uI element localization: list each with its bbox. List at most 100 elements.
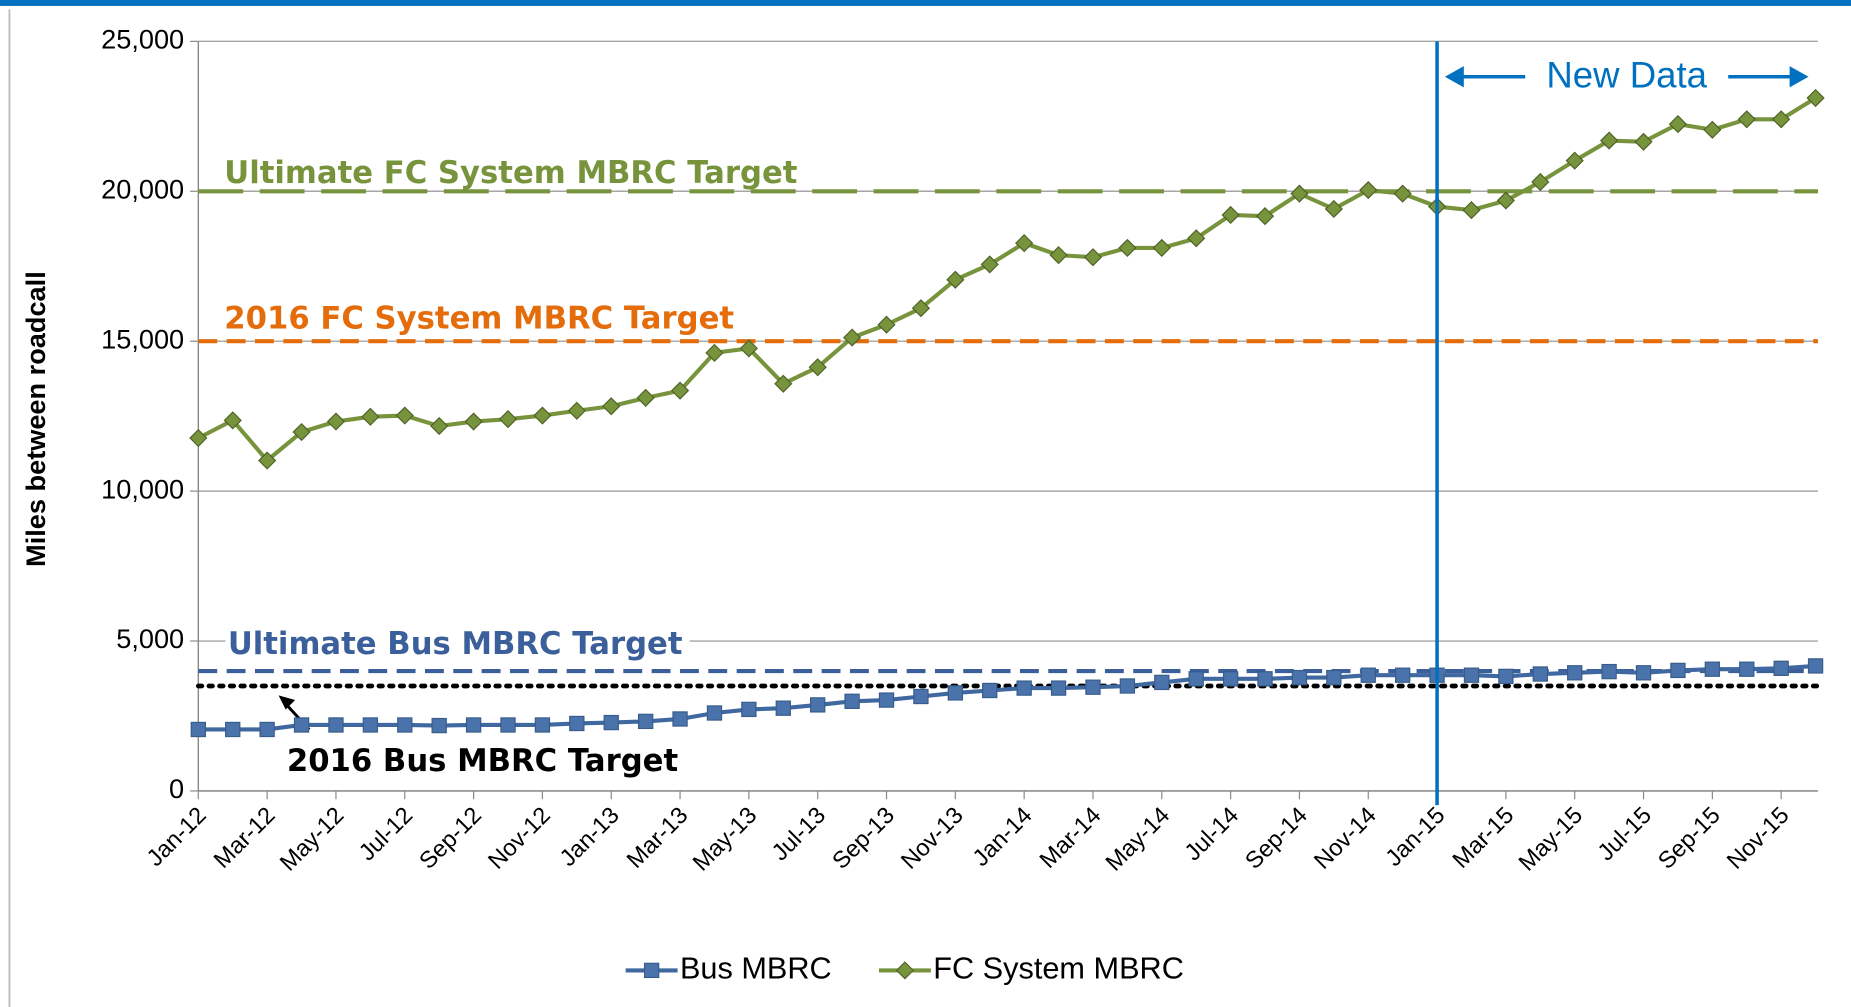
y-tick-label: 20,000 [101, 173, 184, 204]
marker [1187, 229, 1206, 248]
marker [567, 401, 586, 420]
x-tick-label: Sep-12 [415, 802, 487, 874]
marker [877, 315, 896, 334]
marker [465, 717, 482, 733]
marker [362, 717, 379, 733]
x-tick-label: Jan-15 [1381, 802, 1450, 871]
x-tick-label: May-12 [275, 802, 349, 876]
marker [774, 374, 793, 393]
x-tick-label: May-14 [1101, 802, 1175, 876]
marker [1600, 131, 1619, 150]
marker [1290, 184, 1309, 203]
marker [878, 692, 895, 708]
legend-label: FC System MBRC [933, 950, 1184, 985]
y-tick-label: 10,000 [101, 473, 184, 504]
marker [397, 717, 413, 733]
marker [1704, 661, 1721, 677]
series-line [197, 96, 1817, 464]
x-tick-label: Sep-14 [1241, 802, 1313, 874]
marker [1085, 679, 1101, 695]
marker [913, 688, 929, 705]
marker [1806, 88, 1825, 108]
marker [810, 697, 826, 713]
marker [637, 713, 654, 730]
target-label: Ultimate FC System MBRC Target [224, 156, 797, 191]
marker [328, 717, 344, 733]
arrowhead [1444, 66, 1464, 88]
marker [1567, 665, 1583, 681]
x-tick-label: Mar-12 [209, 802, 280, 873]
marker [1049, 246, 1068, 265]
marker [1463, 667, 1480, 683]
x-tick-label: Nov-14 [1309, 802, 1381, 874]
x-tick-label: May-13 [688, 802, 762, 876]
marker [1152, 238, 1171, 258]
y-tick-label: 25,000 [101, 24, 184, 55]
marker [1496, 191, 1515, 210]
marker [225, 721, 241, 738]
x-tick-label: Jul-13 [767, 802, 831, 866]
x-tick-label: Nov-15 [1722, 802, 1794, 874]
marker [430, 416, 449, 436]
marker [223, 411, 242, 430]
marker [1601, 663, 1617, 680]
marker [1739, 661, 1755, 677]
marker [1772, 110, 1791, 129]
marker [498, 410, 518, 429]
marker [293, 717, 310, 733]
marker [1668, 114, 1688, 134]
y-tick-label: 15,000 [101, 323, 184, 354]
x-tick-label: Mar-13 [622, 802, 693, 873]
legend-label: Bus MBRC [680, 950, 832, 985]
marker [636, 388, 655, 407]
marker [946, 270, 965, 289]
marker [1635, 665, 1652, 681]
annotation: New Data [1546, 55, 1707, 96]
marker [1015, 234, 1034, 253]
marker [775, 700, 791, 716]
y-tick-label: 5,000 [116, 623, 184, 654]
marker [1050, 680, 1067, 696]
legend-marker [895, 961, 915, 980]
marker [1221, 205, 1240, 225]
marker [1291, 669, 1308, 686]
marker [808, 358, 827, 377]
x-tick-label: Sep-15 [1654, 802, 1726, 874]
marker [534, 717, 551, 733]
marker [361, 407, 380, 426]
marker [326, 412, 346, 431]
y-tick-label: 0 [169, 773, 184, 804]
marker [569, 715, 585, 732]
marker [1737, 110, 1756, 129]
marker [1324, 199, 1343, 219]
marker [1565, 151, 1584, 170]
target-arrowhead [278, 695, 296, 710]
marker [1359, 180, 1378, 200]
marker [190, 721, 206, 738]
marker [1670, 662, 1686, 679]
marker [1360, 667, 1376, 683]
x-tick-label: Jul-12 [354, 802, 418, 866]
label-bg [225, 627, 690, 663]
marker [1498, 668, 1514, 685]
marker [1326, 669, 1342, 686]
x-tick-label: May-15 [1514, 802, 1588, 876]
marker [1222, 671, 1239, 687]
marker [911, 299, 931, 318]
marker [1393, 184, 1412, 203]
marker [739, 339, 758, 358]
marker [1634, 132, 1653, 151]
marker [1257, 671, 1273, 687]
marker [533, 406, 552, 425]
x-tick-label: Mar-14 [1035, 802, 1106, 873]
marker [1119, 678, 1136, 694]
marker [980, 255, 999, 274]
marker [1773, 660, 1789, 676]
header-bar [0, 0, 1851, 6]
marker [395, 406, 414, 425]
marker [292, 422, 311, 442]
marker [603, 714, 619, 731]
target-label: 2016 Bus MBRC Target [287, 744, 678, 779]
marker [464, 412, 483, 431]
